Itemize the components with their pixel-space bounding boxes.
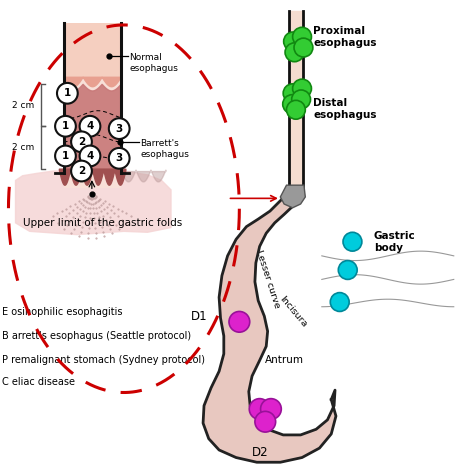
Circle shape (249, 399, 270, 419)
Text: Proximal
esophagus: Proximal esophagus (313, 26, 377, 47)
Polygon shape (203, 186, 336, 462)
Circle shape (330, 292, 349, 311)
Circle shape (255, 411, 276, 432)
Polygon shape (16, 171, 171, 235)
Text: 3: 3 (116, 153, 123, 164)
Text: Antrum: Antrum (264, 355, 304, 365)
Text: E osinophilic esophagitis: E osinophilic esophagitis (2, 308, 123, 318)
Text: Barrett's
esophagus: Barrett's esophagus (140, 139, 189, 159)
Text: 1: 1 (62, 151, 69, 161)
Text: 2 cm: 2 cm (12, 100, 35, 109)
Circle shape (71, 161, 92, 182)
Circle shape (292, 90, 310, 109)
Circle shape (80, 116, 100, 137)
Polygon shape (280, 185, 305, 208)
Circle shape (229, 311, 250, 332)
Text: 2: 2 (78, 166, 85, 176)
Text: B arrett's esophagus (Seattle protocol): B arrett's esophagus (Seattle protocol) (2, 331, 191, 341)
Circle shape (55, 116, 76, 137)
Text: 3: 3 (116, 124, 123, 134)
Circle shape (292, 27, 311, 46)
Text: Gastric
body: Gastric body (374, 231, 415, 253)
Circle shape (57, 83, 78, 104)
Circle shape (71, 131, 92, 152)
Text: D2: D2 (252, 447, 269, 459)
Circle shape (343, 232, 362, 251)
Text: 4: 4 (86, 121, 94, 131)
Text: D1: D1 (191, 310, 208, 323)
Circle shape (109, 118, 129, 139)
Text: Upper limit of the gastric folds: Upper limit of the gastric folds (23, 218, 182, 228)
Circle shape (109, 148, 129, 169)
Circle shape (283, 95, 301, 114)
Text: Normal
esophagus: Normal esophagus (129, 53, 178, 73)
Text: C eliac disease: C eliac disease (2, 377, 75, 387)
Text: Lesser curve: Lesser curve (254, 249, 281, 310)
Circle shape (55, 146, 76, 166)
Circle shape (283, 32, 302, 51)
Bar (64, 23, 120, 77)
Circle shape (285, 43, 304, 62)
Circle shape (292, 79, 311, 98)
Polygon shape (289, 11, 303, 188)
Circle shape (283, 84, 302, 103)
Bar (64, 23, 120, 188)
Text: P remalignant stomach (Sydney protocol): P remalignant stomach (Sydney protocol) (2, 355, 205, 365)
Text: 4: 4 (86, 151, 94, 161)
Circle shape (294, 38, 313, 57)
Circle shape (338, 261, 357, 279)
Circle shape (261, 399, 281, 419)
Text: 2 cm: 2 cm (12, 143, 35, 152)
Text: 1: 1 (64, 88, 71, 98)
Text: Distal
esophagus: Distal esophagus (313, 98, 377, 119)
Text: 1: 1 (62, 121, 69, 131)
Text: 2: 2 (78, 137, 85, 147)
Circle shape (286, 100, 305, 119)
Text: Incisura: Incisura (278, 294, 309, 328)
Circle shape (80, 146, 100, 166)
